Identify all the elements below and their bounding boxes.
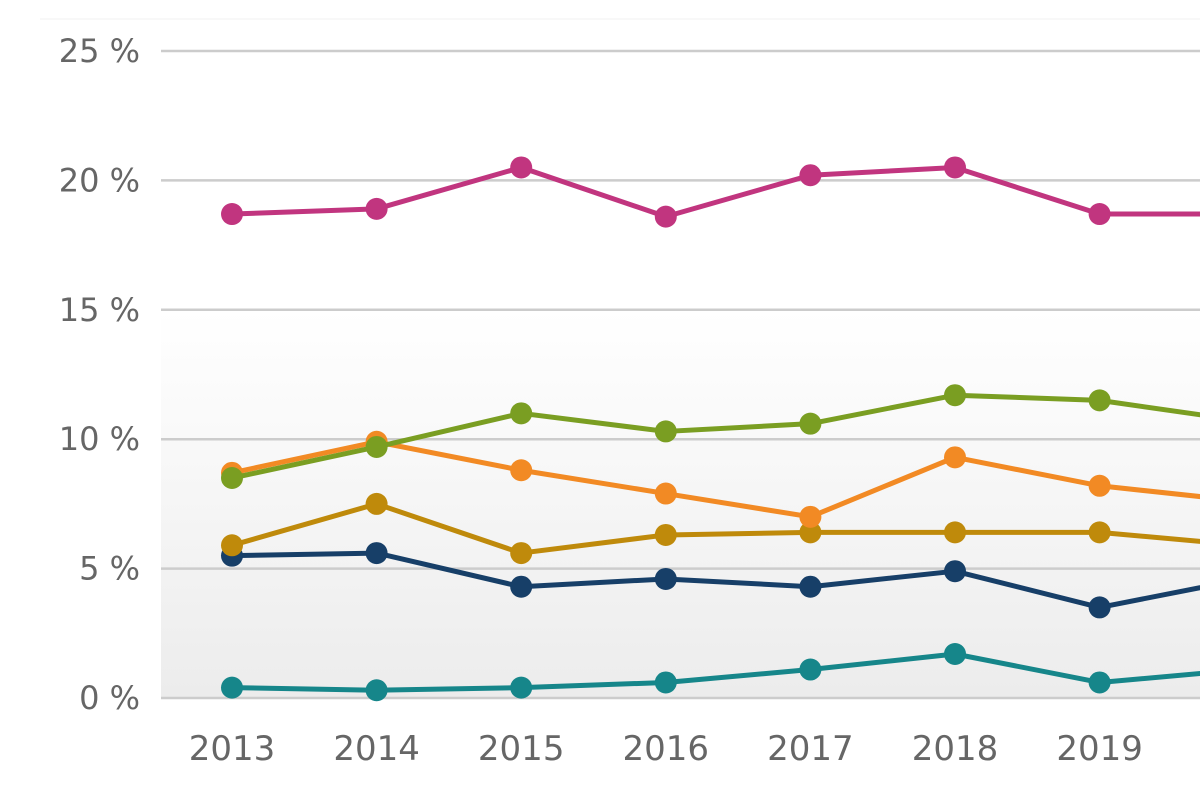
series-line xyxy=(229,550,1200,610)
series-2 xyxy=(221,384,1200,490)
data-point[interactable] xyxy=(221,534,243,557)
series-6 xyxy=(221,643,1200,702)
y-tick-label: 25 % xyxy=(59,32,140,70)
data-point[interactable] xyxy=(944,521,966,544)
data-point[interactable] xyxy=(510,156,533,179)
data-point[interactable] xyxy=(1088,389,1111,412)
data-point[interactable] xyxy=(799,412,822,435)
data-point[interactable] xyxy=(654,482,677,505)
data-point[interactable] xyxy=(365,679,388,702)
x-tick-label: 2019 xyxy=(1056,729,1143,769)
data-point[interactable] xyxy=(1088,596,1111,619)
data-point[interactable] xyxy=(944,156,966,179)
data-point[interactable] xyxy=(944,446,966,469)
data-point[interactable] xyxy=(654,205,677,228)
data-point[interactable] xyxy=(365,197,388,220)
data-point[interactable] xyxy=(944,384,966,407)
series-line xyxy=(229,439,1200,520)
data-point[interactable] xyxy=(654,671,677,694)
series-layer xyxy=(221,156,1200,702)
data-point[interactable] xyxy=(944,560,966,583)
data-point[interactable] xyxy=(1088,521,1111,544)
y-tick-label: 15 % xyxy=(59,291,140,329)
data-point[interactable] xyxy=(1088,203,1111,226)
data-point[interactable] xyxy=(365,542,388,565)
y-axis-ticks: 0 % 5 % 10 % 15 % 20 % 25 % xyxy=(59,32,140,717)
data-point[interactable] xyxy=(944,643,966,666)
data-point[interactable] xyxy=(510,575,533,598)
data-point[interactable] xyxy=(510,402,533,425)
data-point[interactable] xyxy=(1088,671,1111,694)
data-point[interactable] xyxy=(365,492,388,515)
data-point[interactable] xyxy=(654,420,677,443)
data-point[interactable] xyxy=(799,575,822,598)
series-line xyxy=(229,501,1200,556)
x-tick-label: 2016 xyxy=(623,729,710,769)
series-line xyxy=(229,164,1200,220)
data-point[interactable] xyxy=(365,435,388,458)
data-point[interactable] xyxy=(799,505,822,528)
data-point[interactable] xyxy=(799,521,822,544)
data-point[interactable] xyxy=(510,459,533,482)
data-point[interactable] xyxy=(510,676,533,699)
series-1 xyxy=(221,156,1200,228)
data-point[interactable] xyxy=(654,523,677,546)
data-point[interactable] xyxy=(221,467,243,490)
x-tick-label: 2017 xyxy=(767,729,854,769)
plot-background xyxy=(161,310,1200,698)
data-point[interactable] xyxy=(221,676,243,699)
x-tick-label: 2013 xyxy=(189,729,276,769)
series-line xyxy=(229,392,1200,481)
x-axis-ticks: 20132014201520162017201820192020 xyxy=(189,729,1143,769)
y-tick-label: 10 % xyxy=(59,420,140,458)
series-5 xyxy=(221,542,1200,619)
series-4 xyxy=(221,492,1200,565)
x-tick-label: 2014 xyxy=(333,729,420,769)
gridlines xyxy=(161,49,1200,700)
data-point[interactable] xyxy=(654,567,677,590)
data-point[interactable] xyxy=(510,542,533,565)
data-point[interactable] xyxy=(1088,474,1111,497)
series-line xyxy=(229,651,1200,693)
data-point[interactable] xyxy=(799,658,822,681)
y-tick-label: 5 % xyxy=(79,550,140,588)
y-tick-label: 0 % xyxy=(79,679,140,717)
x-tick-label: 2018 xyxy=(912,729,999,769)
data-point[interactable] xyxy=(221,203,243,226)
x-tick-label: 2015 xyxy=(478,729,565,769)
data-point[interactable] xyxy=(799,164,822,187)
y-tick-label: 20 % xyxy=(59,161,140,199)
